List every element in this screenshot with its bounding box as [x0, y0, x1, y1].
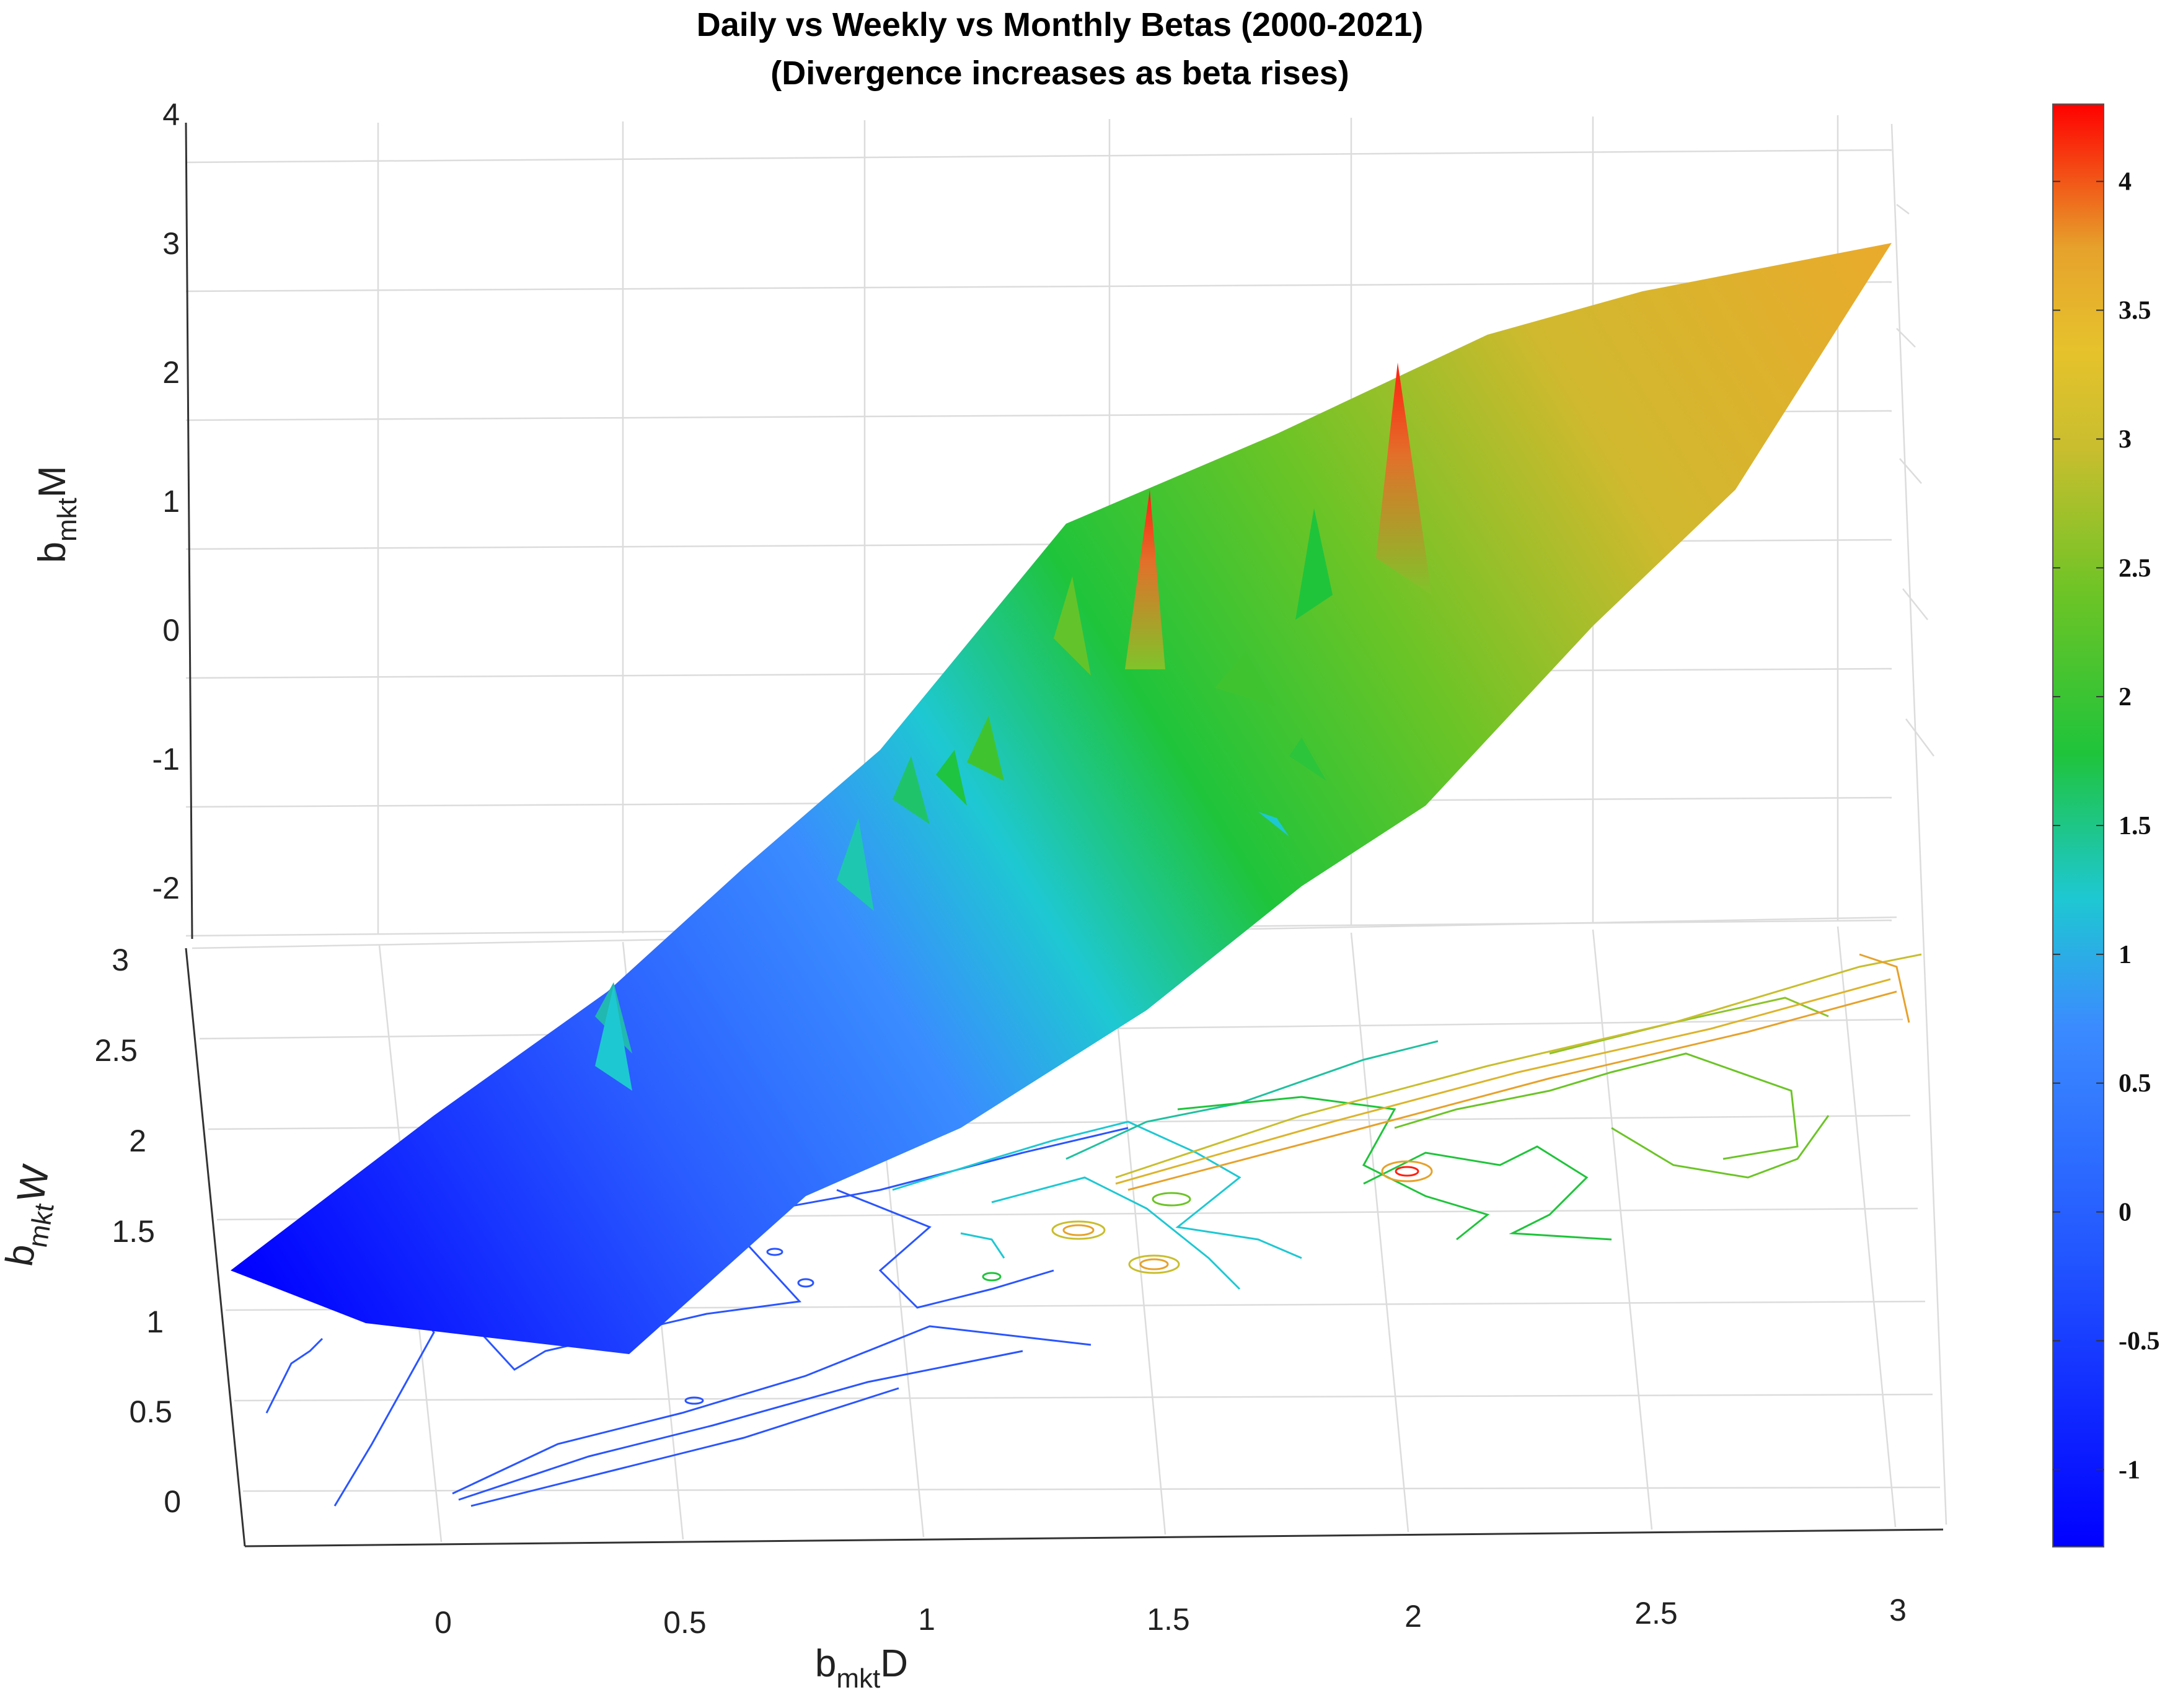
contour-line: [1611, 1115, 1830, 1179]
x-axis-label-main: b: [815, 1642, 836, 1685]
x-tick-label: 0: [434, 1605, 452, 1640]
contour-ring: [1381, 1160, 1433, 1182]
surface-spike: [1376, 363, 1432, 595]
z-axis-label-sub: mkt: [52, 498, 82, 542]
contour-ring: [1139, 1258, 1169, 1270]
contour-line: [1127, 990, 1897, 1191]
contour-line: [1549, 997, 1829, 1055]
contour-line: [991, 1176, 1241, 1290]
z-tick-label: 4: [162, 97, 180, 132]
colorbar-tick-label: -0.5: [2119, 1327, 2160, 1355]
colorbar-tick-label: 2.5: [2119, 554, 2151, 583]
x-axis: 0 0.5 1 1.5 2 2.5 3 bmktD: [434, 1593, 1907, 1694]
y-axis-label: bmktW: [0, 1161, 66, 1270]
surface-ridge: [893, 756, 930, 824]
surface-ridge: [837, 818, 874, 911]
colorbar-tick-label: 3: [2119, 425, 2132, 454]
surface-spike: [1295, 508, 1333, 620]
contour-line: [1115, 953, 1922, 1179]
z-axis-label-suffix: M: [31, 465, 74, 498]
colorbar-tick-label: -1: [2119, 1456, 2140, 1484]
y-tick-label: 2.5: [94, 1033, 138, 1068]
z-tick-label: 0: [162, 613, 180, 648]
surface-ridge: [1215, 651, 1277, 707]
side-wall-grid: [1890, 123, 1947, 1525]
contour-line: [1177, 1096, 1490, 1241]
surface-spike: [595, 985, 632, 1091]
y-tick-label: 3: [112, 943, 129, 977]
surface-ridge: [1289, 737, 1326, 781]
z-tick-label: -2: [152, 871, 180, 905]
contour-ring: [766, 1248, 783, 1256]
x-tick-label: 3: [1889, 1593, 1907, 1627]
contour-ring: [797, 1278, 814, 1288]
colorbar-tick-label: 1: [2119, 941, 2132, 969]
contour-line: [1859, 953, 1910, 1023]
contour-ring: [684, 1396, 704, 1405]
x-axis-label-suffix: D: [880, 1642, 908, 1685]
surface-ridge: [967, 716, 1004, 781]
colorbar: -1 -0.5 0 0.5 1 1.5 2 2.5 3 3.5 4: [2052, 103, 2160, 1547]
colorbar-tick-label: 1.5: [2119, 812, 2151, 840]
x-tick-label: 1.5: [1147, 1602, 1190, 1637]
contour-ring: [1395, 1166, 1419, 1177]
floor-contours: [265, 953, 1922, 1507]
contour-ring: [982, 1272, 1002, 1282]
contour-line: [1115, 978, 1891, 1185]
surface-ridge: [1258, 812, 1289, 837]
z-axis-label: bmktM: [31, 465, 82, 563]
colorbar-tick-label: 4: [2119, 168, 2132, 196]
x-tick-label: 0.5: [663, 1605, 707, 1640]
surface-spike: [1125, 490, 1165, 669]
colorbar-tick-label: 0.5: [2119, 1070, 2151, 1098]
y-tick-label: 0: [164, 1484, 181, 1519]
x-tick-label: 2.5: [1634, 1596, 1678, 1631]
colorbar-tick-label: 3.5: [2119, 297, 2151, 325]
colorbar-ticks: -1 -0.5 0 0.5 1 1.5 2 2.5 3 3.5 4: [2053, 168, 2160, 1484]
chart-title-line-1: Daily vs Weekly vs Monthly Betas (2000-2…: [697, 6, 1424, 43]
contour-ring: [1128, 1254, 1180, 1274]
y-tick-label: 1: [146, 1305, 164, 1339]
y-tick-label: 0.5: [129, 1394, 172, 1429]
z-tick-label: 1: [162, 484, 180, 519]
colorbar-tick-label: 0: [2119, 1199, 2132, 1227]
x-axis-label-sub: mkt: [836, 1663, 880, 1694]
surface-body: [231, 243, 1892, 1354]
z-axis-label-main: b: [31, 542, 74, 563]
y-axis-label-suffix: W: [9, 1161, 58, 1205]
y-tick-label: 2: [129, 1124, 146, 1158]
contour-ring: [1062, 1224, 1095, 1236]
surface-ridge: [1054, 576, 1091, 676]
contour-line: [960, 1232, 1005, 1259]
colorbar-tick-label: 2: [2119, 683, 2132, 711]
contour-ring: [1152, 1192, 1191, 1207]
contour-line: [452, 1325, 1092, 1495]
z-tick-label: 3: [162, 226, 180, 261]
z-axis: -2 -1 0 1 2 3 4 bmktM: [31, 97, 180, 905]
beta-surface: [231, 243, 1892, 1354]
contour-line: [892, 1120, 1302, 1259]
chart-title-line-2: (Divergence increases as beta rises): [770, 55, 1349, 92]
x-tick-label: 1: [918, 1602, 935, 1637]
y-axis: 0 0.5 1 1.5 2 2.5 3 bmktW: [0, 943, 181, 1519]
y-tick-label: 1.5: [112, 1214, 155, 1249]
z-tick-label: 2: [162, 355, 180, 390]
colorbar-gradient: [2052, 103, 2104, 1547]
contour-line: [1065, 1040, 1439, 1160]
contour-line: [1363, 1145, 1612, 1241]
x-tick-label: 2: [1405, 1599, 1422, 1634]
contour-line: [265, 1337, 324, 1414]
contour-line: [1394, 1052, 1799, 1160]
y-axis-label-sub: mkt: [22, 1201, 60, 1249]
axis-lines: [185, 122, 1944, 1547]
contour-line: [458, 1350, 1023, 1501]
contour-ring: [1051, 1220, 1106, 1240]
contour-line: [470, 1387, 899, 1507]
surface-ridge: [936, 750, 967, 806]
z-tick-label: -1: [152, 742, 180, 777]
contour-line: [836, 1189, 1054, 1309]
x-axis-label: bmktD: [815, 1642, 908, 1694]
